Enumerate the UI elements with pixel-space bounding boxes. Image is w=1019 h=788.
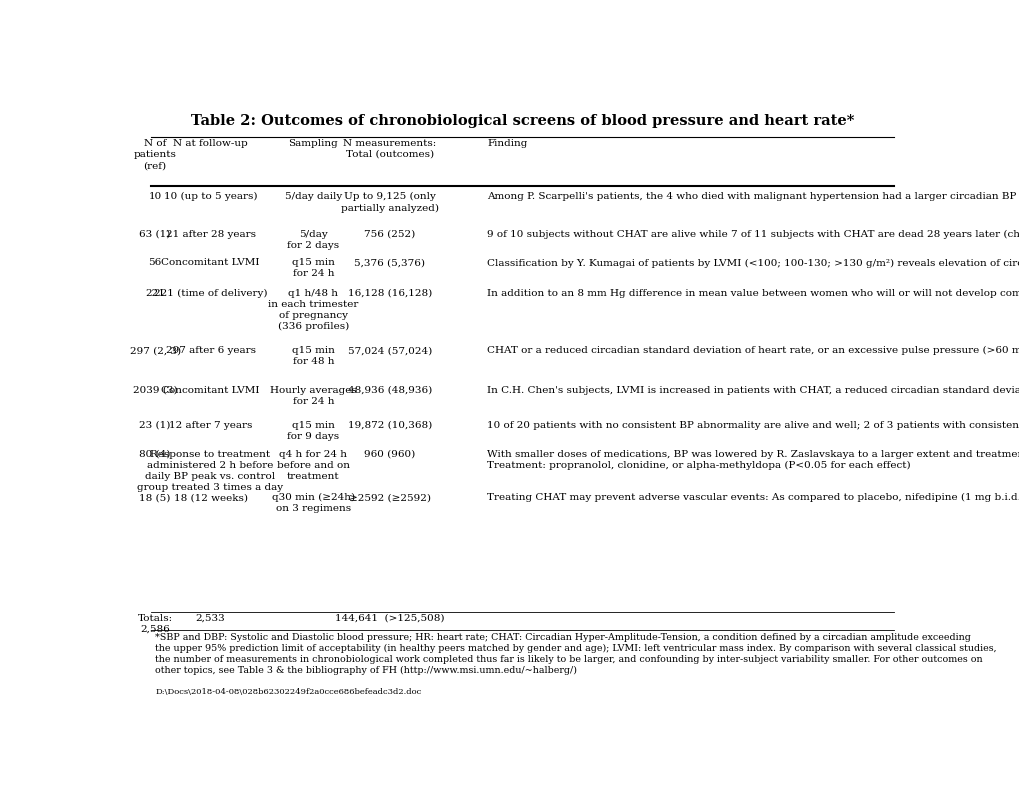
Text: 297 (2, 3): 297 (2, 3) bbox=[129, 347, 180, 355]
Text: 18 (12 weeks): 18 (12 weeks) bbox=[173, 493, 248, 502]
Text: In C.H. Chen's subjects, LVMI is increased in patients with CHAT, a reduced circ: In C.H. Chen's subjects, LVMI is increas… bbox=[487, 386, 1019, 395]
Text: D:\Docs\2018-04-08\028b62302249f2a0cce686befeadc3d2.doc: D:\Docs\2018-04-08\028b62302249f2a0cce68… bbox=[155, 688, 421, 696]
Text: q15 min
for 48 h: q15 min for 48 h bbox=[291, 347, 334, 366]
Text: 221: 221 bbox=[145, 288, 165, 298]
Text: q1 h/48 h
in each trimester
of pregnancy
(336 profiles): q1 h/48 h in each trimester of pregnancy… bbox=[268, 288, 358, 331]
Text: Up to 9,125 (only
partially analyzed): Up to 9,125 (only partially analyzed) bbox=[340, 192, 438, 213]
Text: 63 (1): 63 (1) bbox=[140, 230, 171, 239]
Text: ≥2592 (≥2592): ≥2592 (≥2592) bbox=[348, 493, 430, 502]
Text: Response to treatment
administered 2 h before
daily BP peak vs. control
group tr: Response to treatment administered 2 h b… bbox=[138, 449, 283, 492]
Text: 10 (up to 5 years): 10 (up to 5 years) bbox=[164, 192, 257, 202]
Text: N of
patients
(ref): N of patients (ref) bbox=[133, 139, 176, 170]
Text: CHAT or a reduced circadian standard deviation of heart rate, or an excessive pu: CHAT or a reduced circadian standard dev… bbox=[487, 347, 1019, 355]
Text: 48,936 (48,936): 48,936 (48,936) bbox=[347, 386, 432, 395]
Text: 21 after 28 years: 21 after 28 years bbox=[165, 230, 255, 239]
Text: Treating CHAT may prevent adverse vascular events: As compared to placebo, nifed: Treating CHAT may prevent adverse vascul… bbox=[487, 493, 1019, 502]
Text: 2039 (3): 2039 (3) bbox=[132, 386, 177, 395]
Text: N measurements:
Total (outcomes): N measurements: Total (outcomes) bbox=[343, 139, 436, 159]
Text: q30 min (≥24h)
on 3 regimens: q30 min (≥24h) on 3 regimens bbox=[271, 493, 355, 514]
Text: 9 of 10 subjects without CHAT are alive while 7 of 11 subjects with CHAT are dea: 9 of 10 subjects without CHAT are alive … bbox=[487, 230, 1019, 239]
Text: 297 after 6 years: 297 after 6 years bbox=[165, 347, 255, 355]
Text: 5/day
for 2 days: 5/day for 2 days bbox=[287, 230, 339, 250]
Text: 57,024 (57,024): 57,024 (57,024) bbox=[347, 347, 432, 355]
Text: 12 after 7 years: 12 after 7 years bbox=[169, 421, 252, 430]
Text: q15 min
for 24 h: q15 min for 24 h bbox=[291, 258, 334, 278]
Text: 18 (5): 18 (5) bbox=[140, 493, 171, 502]
Text: Classification by Y. Kumagai of patients by LVMI (<100; 100-130; >130 g/m²) reve: Classification by Y. Kumagai of patients… bbox=[487, 258, 1019, 267]
Text: Totals:
2,586: Totals: 2,586 bbox=[138, 614, 172, 634]
Text: 756 (252): 756 (252) bbox=[364, 230, 415, 239]
Text: 23 (1): 23 (1) bbox=[140, 421, 171, 430]
Text: Concomitant LVMI: Concomitant LVMI bbox=[161, 258, 260, 267]
Text: 56: 56 bbox=[149, 258, 162, 267]
Text: 144,641  (>125,508): 144,641 (>125,508) bbox=[335, 614, 444, 623]
Text: 5/day daily: 5/day daily bbox=[284, 192, 341, 201]
Text: 221 (time of delivery): 221 (time of delivery) bbox=[154, 288, 267, 298]
Text: Among P. Scarpelli's patients, the 4 who died with malignant hypertension had a : Among P. Scarpelli's patients, the 4 who… bbox=[487, 192, 1019, 202]
Text: In addition to an 8 mm Hg difference in mean value between women who will or wil: In addition to an 8 mm Hg difference in … bbox=[487, 288, 1019, 298]
Text: q15 min
for 9 days: q15 min for 9 days bbox=[287, 421, 339, 441]
Text: q4 h for 24 h
before and on
treatment: q4 h for 24 h before and on treatment bbox=[276, 449, 350, 481]
Text: 10: 10 bbox=[149, 192, 162, 201]
Text: Sampling: Sampling bbox=[288, 139, 338, 148]
Text: With smaller doses of medications, BP was lowered by R. Zaslavskaya to a larger : With smaller doses of medications, BP wa… bbox=[487, 449, 1019, 470]
Text: 5,376 (5,376): 5,376 (5,376) bbox=[354, 258, 425, 267]
Text: 10 of 20 patients with no consistent BP abnormality are alive and well; 2 of 3 p: 10 of 20 patients with no consistent BP … bbox=[487, 421, 1019, 430]
Text: 80 (4): 80 (4) bbox=[140, 449, 171, 459]
Text: 2,533: 2,533 bbox=[196, 614, 225, 623]
Text: Finding: Finding bbox=[487, 139, 527, 148]
Text: 19,872 (10,368): 19,872 (10,368) bbox=[347, 421, 432, 430]
Text: 960 (960): 960 (960) bbox=[364, 449, 415, 459]
Text: N at follow-up: N at follow-up bbox=[173, 139, 248, 148]
Text: 16,128 (16,128): 16,128 (16,128) bbox=[347, 288, 432, 298]
Text: Hourly averages
for 24 h: Hourly averages for 24 h bbox=[270, 386, 357, 406]
Text: Table 2: Outcomes of chronobiological screens of blood pressure and heart rate*: Table 2: Outcomes of chronobiological sc… bbox=[191, 114, 854, 128]
Text: *SBP and DBP: Systolic and Diastolic blood pressure; HR: heart rate; CHAT: Circa: *SBP and DBP: Systolic and Diastolic blo… bbox=[155, 633, 996, 675]
Text: Concomitant LVMI: Concomitant LVMI bbox=[161, 386, 260, 395]
